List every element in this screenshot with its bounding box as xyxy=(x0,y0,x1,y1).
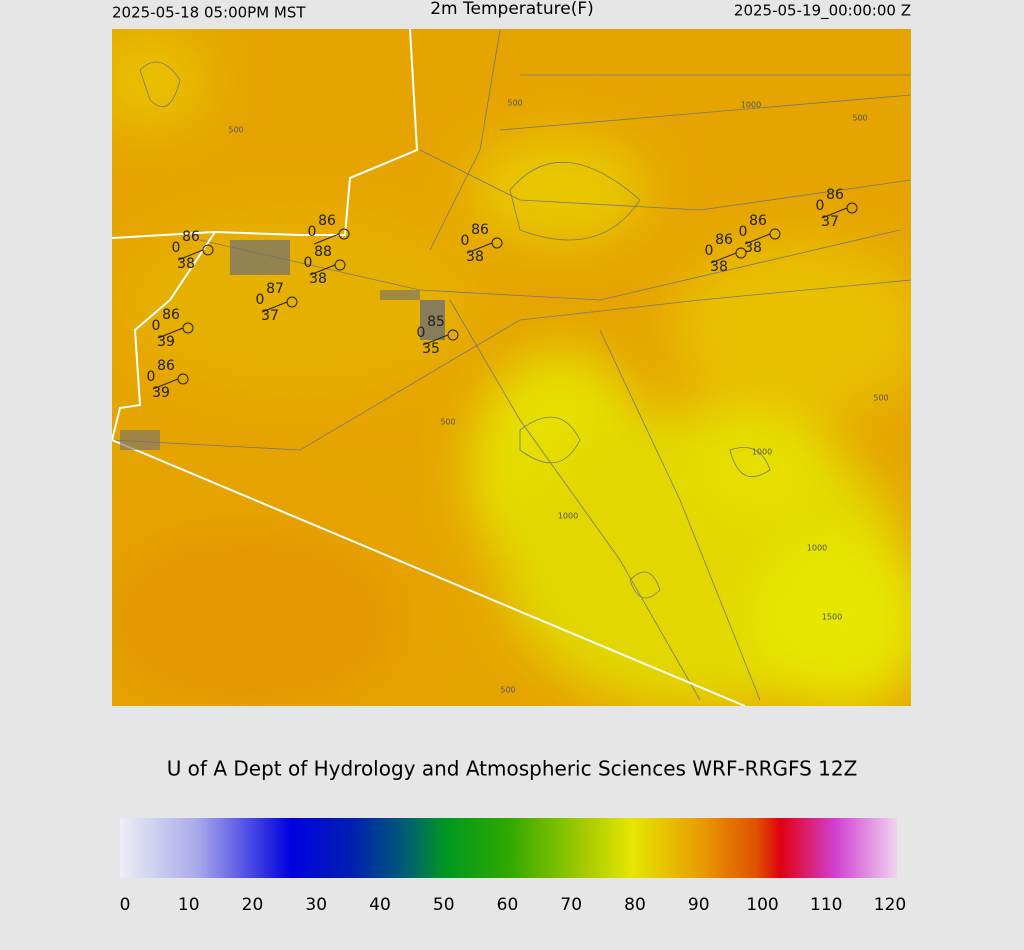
station-temp: 88 xyxy=(314,244,332,260)
station-wind: 0 xyxy=(152,318,161,334)
station-wind: 0 xyxy=(172,240,181,256)
station-wind: 0 xyxy=(816,198,825,214)
map-title: 2m Temperature(F) xyxy=(430,0,594,19)
map-field: 500 500 1000 500 500 500 1000 1000 1000 1500 500 8… xyxy=(112,29,911,706)
colorbar-tick-label: 70 xyxy=(560,895,582,915)
station-dewpoint: 39 xyxy=(157,334,175,350)
contour-label: 1000 xyxy=(752,448,772,457)
wind-barb xyxy=(309,264,336,276)
colorbar-tick-label: 100 xyxy=(746,895,778,915)
contour-label: 500 xyxy=(440,418,455,427)
colorbar-tick-label: 20 xyxy=(242,895,264,915)
wind-barb xyxy=(157,327,184,339)
station-temp: 85 xyxy=(427,314,445,330)
station-dewpoint: 39 xyxy=(152,385,170,401)
contour-label: 1000 xyxy=(558,512,578,521)
colorbar-tick-label: 60 xyxy=(497,895,519,915)
contour-label: 1000 xyxy=(741,101,761,110)
station-wind: 0 xyxy=(147,369,156,385)
colorbar-tick-label: 30 xyxy=(305,895,327,915)
station-wind: 0 xyxy=(739,224,748,240)
colorbar-tick-label: 50 xyxy=(433,895,455,915)
colorbar xyxy=(120,818,897,878)
station-wind: 0 xyxy=(417,325,426,341)
wind-barb xyxy=(821,207,848,219)
station-dewpoint: 37 xyxy=(821,214,839,230)
wind-barb xyxy=(422,334,449,346)
station-temp: 86 xyxy=(182,229,200,245)
contour-label: 500 xyxy=(873,394,888,403)
colorbar-tick-label: 120 xyxy=(874,895,906,915)
contour-label: 1500 xyxy=(822,613,842,622)
station-dewpoint: 35 xyxy=(422,341,440,357)
valid-time-local: 2025-05-18 05:00PM MST xyxy=(112,4,306,22)
station-wind: 0 xyxy=(705,243,714,259)
station-temp: 86 xyxy=(715,232,733,248)
wind-barb xyxy=(177,249,204,261)
contour-label: 500 xyxy=(228,126,243,135)
station-wind: 0 xyxy=(304,255,313,271)
colorbar-tick-label: 80 xyxy=(624,895,646,915)
station-temp: 86 xyxy=(826,187,844,203)
contour-label: 500 xyxy=(507,99,522,108)
station-temp: 86 xyxy=(749,213,767,229)
wind-barb xyxy=(261,301,288,313)
station-dewpoint: 37 xyxy=(261,308,279,324)
credit-line: U of A Dept of Hydrology and Atmospheric… xyxy=(167,757,858,781)
station-wind: 0 xyxy=(256,292,265,308)
station-wind: 0 xyxy=(308,224,317,240)
colorbar-tick-label: 110 xyxy=(810,895,842,915)
contour-label: 1000 xyxy=(807,544,827,553)
colorbar-tick-label: 40 xyxy=(369,895,391,915)
valid-time-utc: 2025-05-19_00:00:00 Z xyxy=(734,2,911,21)
station-wind: 0 xyxy=(461,233,470,249)
contour-label: 500 xyxy=(500,686,515,695)
station-dewpoint: 38 xyxy=(177,256,195,272)
station-dewpoint: 38 xyxy=(710,259,728,275)
wind-barb xyxy=(466,242,493,254)
station-dewpoint: 38 xyxy=(309,271,327,287)
station-dewpoint: 38 xyxy=(466,249,484,265)
station-temp: 86 xyxy=(471,222,489,238)
colorbar-tick-label: 0 xyxy=(120,895,131,915)
colorbar-tick-label: 90 xyxy=(688,895,710,915)
colorbar-tick-label: 10 xyxy=(178,895,200,915)
station-temp: 86 xyxy=(162,307,180,323)
station-temp: 86 xyxy=(318,213,336,229)
station-dewpoint: 38 xyxy=(744,240,762,256)
wind-barb xyxy=(710,252,737,264)
wind-barb xyxy=(152,378,179,390)
station-temp: 87 xyxy=(266,281,284,297)
contour-label: 500 xyxy=(852,114,867,123)
wind-barb xyxy=(744,233,771,245)
wind-barb xyxy=(313,233,340,245)
station-temp: 86 xyxy=(157,358,175,374)
